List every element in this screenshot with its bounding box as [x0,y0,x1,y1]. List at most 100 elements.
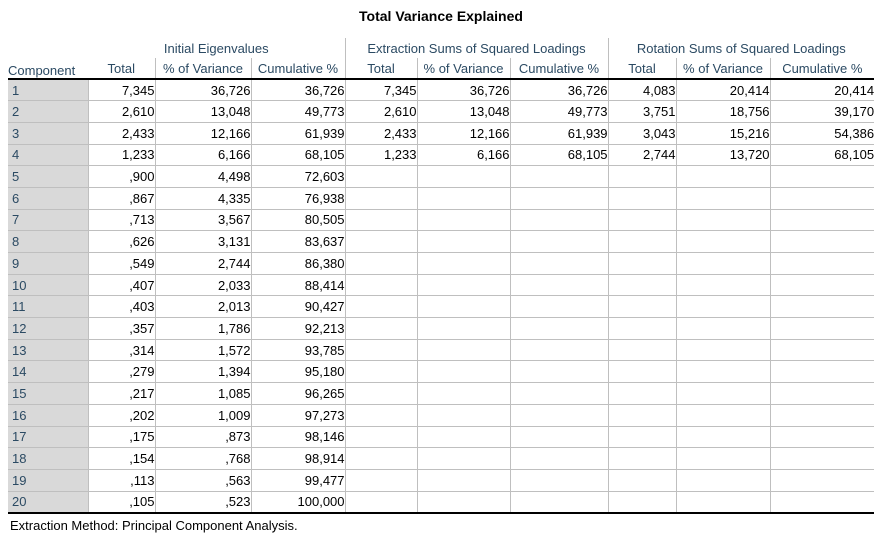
value-cell: 15,216 [676,122,770,144]
value-cell: 92,213 [251,318,345,340]
value-cell [417,187,510,209]
group-header-rotation-loadings: Rotation Sums of Squared Loadings [608,38,874,58]
value-cell [345,187,417,209]
value-cell [770,339,874,361]
value-cell [345,361,417,383]
value-cell: 2,744 [155,253,251,275]
value-cell: 4,335 [155,187,251,209]
column-header-rotation-cumulative-pct: Cumulative % [770,58,874,79]
value-cell: 3,751 [608,101,676,123]
value-cell: 2,610 [88,101,155,123]
value-cell [510,231,608,253]
component-cell: 19 [8,469,88,491]
table-row: 32,43312,16661,9392,43312,16661,9393,043… [8,122,874,144]
value-cell: 12,166 [417,122,510,144]
value-cell [510,166,608,188]
value-cell [770,448,874,470]
column-header-rotation-total: Total [608,58,676,79]
column-header-initial-pct-variance: % of Variance [155,58,251,79]
value-cell [510,383,608,405]
value-cell [417,339,510,361]
value-cell [417,166,510,188]
table-row: 19,113,56399,477 [8,469,874,491]
table-row: 5,9004,49872,603 [8,166,874,188]
value-cell [510,491,608,513]
value-cell [510,361,608,383]
value-cell: 100,000 [251,491,345,513]
table-row: 15,2171,08596,265 [8,383,874,405]
value-cell [510,404,608,426]
table-row: 14,2791,39495,180 [8,361,874,383]
value-cell: 2,744 [608,144,676,166]
value-cell [608,318,676,340]
value-cell: 1,233 [345,144,417,166]
value-cell: 2,433 [88,122,155,144]
value-cell: 49,773 [510,101,608,123]
value-cell: 3,043 [608,122,676,144]
value-cell: 36,726 [155,79,251,101]
value-cell: ,314 [88,339,155,361]
value-cell: 3,131 [155,231,251,253]
value-cell: ,900 [88,166,155,188]
table-row: 20,105,523100,000 [8,491,874,513]
value-cell [676,361,770,383]
value-cell: 1,572 [155,339,251,361]
component-cell: 6 [8,187,88,209]
value-cell: 72,603 [251,166,345,188]
value-cell [345,448,417,470]
value-cell: ,713 [88,209,155,231]
value-cell: 95,180 [251,361,345,383]
value-cell [676,231,770,253]
value-cell: 12,166 [155,122,251,144]
value-cell: ,563 [155,469,251,491]
value-cell: 96,265 [251,383,345,405]
value-cell [676,448,770,470]
value-cell [345,404,417,426]
value-cell: ,175 [88,426,155,448]
value-cell: ,279 [88,361,155,383]
value-cell: 36,726 [510,79,608,101]
component-cell: 5 [8,166,88,188]
value-cell: ,867 [88,187,155,209]
value-cell [417,274,510,296]
value-cell [417,318,510,340]
value-cell: 1,786 [155,318,251,340]
value-cell: 13,720 [676,144,770,166]
value-cell: 13,048 [155,101,251,123]
value-cell [770,166,874,188]
table-row: 18,154,76898,914 [8,448,874,470]
value-cell: ,523 [155,491,251,513]
value-cell [770,469,874,491]
value-cell: 6,166 [155,144,251,166]
value-cell [770,253,874,275]
value-cell: 1,085 [155,383,251,405]
value-cell [417,253,510,275]
output-viewer-page: Total Variance Explained Component Initi… [8,0,874,533]
value-cell: 36,726 [417,79,510,101]
value-cell [345,491,417,513]
value-cell [676,426,770,448]
group-header-extraction-loadings: Extraction Sums of Squared Loadings [345,38,608,58]
component-cell: 18 [8,448,88,470]
value-cell [345,426,417,448]
value-cell [510,209,608,231]
value-cell [770,318,874,340]
table-row: 17,34536,72636,7267,34536,72636,7264,083… [8,79,874,101]
value-cell [417,231,510,253]
value-cell [608,274,676,296]
column-header-initial-total: Total [88,58,155,79]
component-cell: 3 [8,122,88,144]
value-cell: 3,567 [155,209,251,231]
value-cell [770,361,874,383]
value-cell: 86,380 [251,253,345,275]
component-cell: 7 [8,209,88,231]
value-cell: 4,083 [608,79,676,101]
value-cell: 88,414 [251,274,345,296]
value-cell [770,209,874,231]
value-cell [676,253,770,275]
table-row: 11,4032,01390,427 [8,296,874,318]
value-cell: ,217 [88,383,155,405]
value-cell [608,253,676,275]
value-cell: 68,105 [510,144,608,166]
value-cell: 18,756 [676,101,770,123]
